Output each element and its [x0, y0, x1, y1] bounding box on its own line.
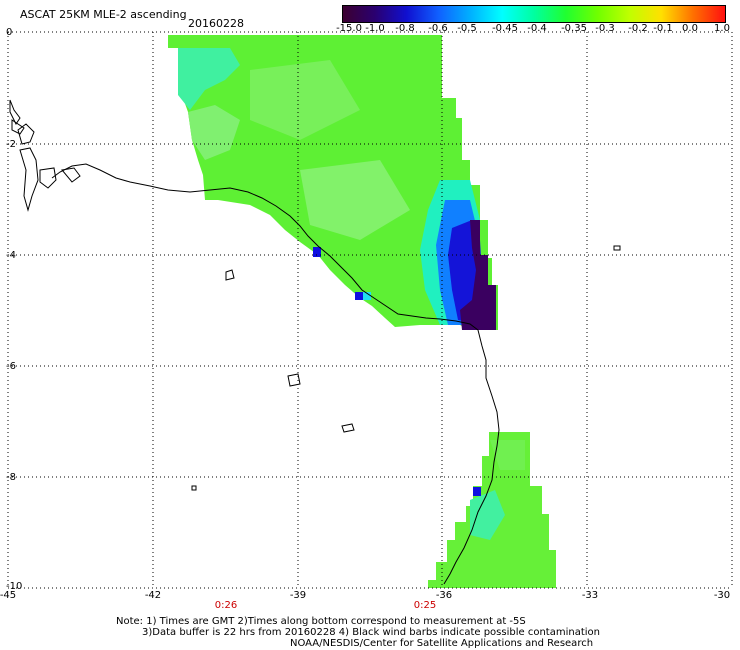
swath-blue-cell [473, 487, 481, 496]
colorbar-label: 0.0 [682, 23, 698, 34]
wind-swath-north [168, 35, 498, 330]
footer-credit: NOAA/NESDIS/Center for Satellite Applica… [290, 638, 594, 649]
x-axis-label: -42 [144, 590, 162, 601]
colorbar-label: -0.5 [457, 23, 477, 34]
island-path [341, 423, 355, 433]
swath-cyan-patch [178, 48, 240, 110]
colorbar-label: -0.35 [561, 23, 587, 34]
y-axis-label: -4 [6, 250, 16, 261]
island-path [9, 99, 21, 125]
colorbar-label: 1.0 [714, 23, 730, 34]
product-title: ASCAT 25KM MLE-2 ascending [20, 8, 187, 21]
swath-light-patch [250, 60, 360, 140]
time-label: 0:26 [214, 600, 238, 611]
swath-blue-cell [313, 247, 321, 257]
island-path [17, 123, 35, 145]
colorbar-label: -0.45 [492, 23, 518, 34]
island-path [225, 269, 235, 281]
x-axis-label: -33 [581, 590, 599, 601]
colorbar-label: -0.6 [428, 23, 448, 34]
island-path [19, 147, 39, 212]
footer-note-line2: 3)Data buffer is 22 hrs from 20160228 4)… [142, 627, 600, 638]
wind-swath-south [428, 432, 556, 588]
colorbar-label: -0.2 [628, 23, 648, 34]
swath-light-patch [490, 440, 525, 470]
colorbar-label: -15.0 [336, 23, 362, 34]
colorbar-label: -0.3 [595, 23, 615, 34]
x-axis-label: -39 [289, 590, 307, 601]
swath-light-patch [470, 490, 505, 540]
time-label: 0:25 [413, 600, 437, 611]
y-axis-label: -8 [6, 472, 16, 483]
y-axis-label: 0 [6, 27, 13, 38]
colorbar-label: -0.1 [653, 23, 673, 34]
swath-cyan-cell [363, 292, 371, 300]
coastline-path [51, 163, 500, 585]
island-path [39, 167, 57, 189]
product-date: 20160228 [188, 17, 244, 30]
island-path [11, 119, 25, 135]
swath-purple [460, 220, 496, 330]
x-axis-label: -45 [0, 590, 17, 601]
swath-light-patch [300, 160, 410, 240]
colorbar-label: -0.8 [395, 23, 415, 34]
island-path [191, 485, 197, 491]
footer-note-line1: Note: 1) Times are GMT 2)Times along bot… [116, 616, 526, 627]
y-axis-label: -6 [6, 361, 16, 372]
grid [7, 31, 733, 589]
colorbar-label: -1.0 [365, 23, 385, 34]
colorbar-gradient [343, 6, 725, 22]
island-path [287, 373, 301, 387]
colorbar-label: -0.4 [527, 23, 547, 34]
colorbar [342, 5, 726, 23]
y-axis-label: -10 [6, 581, 23, 592]
y-axis-label: -2 [6, 139, 16, 150]
island-path [613, 245, 621, 251]
swath-blue-cell [355, 292, 363, 300]
coastline [9, 99, 621, 585]
x-axis-label: -36 [435, 590, 453, 601]
swath-light-patch [188, 105, 240, 160]
island-path [61, 167, 81, 183]
x-axis-label: -30 [713, 590, 731, 601]
colorbar-fill [343, 6, 725, 22]
